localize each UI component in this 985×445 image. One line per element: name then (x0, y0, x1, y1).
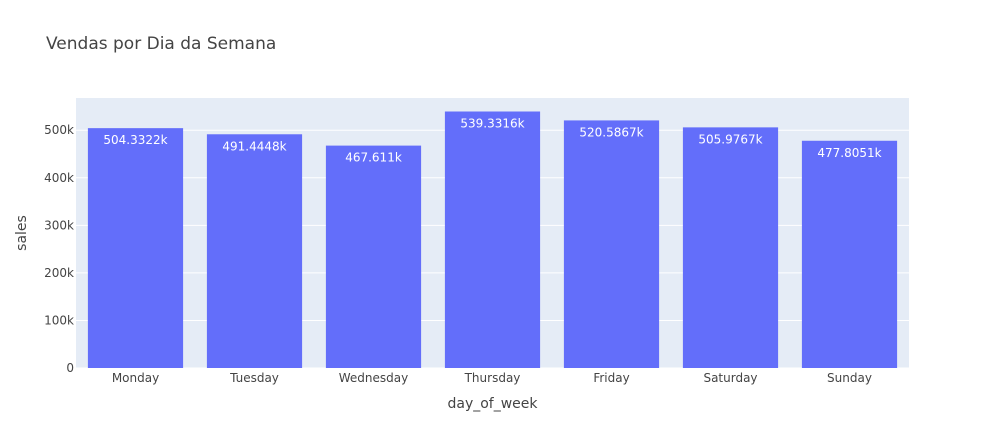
x-tick-label: Tuesday (229, 371, 279, 385)
x-tick-label: Wednesday (339, 371, 408, 385)
bar-value-label: 539.3316k (460, 117, 524, 131)
x-tick-label: Sunday (827, 371, 872, 385)
x-axis-ticks: Monday Tuesday Wednesday Thursday Friday Satu… (112, 371, 872, 385)
bar-value-label: 505.9767k (698, 132, 762, 146)
bar-value-label: 467.611k (345, 151, 402, 165)
y-axis-ticks: 0 100k 200k 300k 400k 500k (44, 123, 74, 375)
x-tick-label: Friday (593, 371, 629, 385)
y-tick-label: 100k (44, 313, 74, 327)
x-tick-label: Saturday (703, 371, 757, 385)
bar-tuesday[interactable] (206, 134, 303, 368)
bar-monday[interactable] (87, 128, 184, 368)
y-tick-label: 200k (44, 266, 74, 280)
x-axis-title: day_of_week (447, 396, 538, 412)
bar-thursday[interactable] (444, 111, 541, 369)
x-tick-label: Thursday (464, 371, 521, 385)
y-tick-label: 500k (44, 123, 74, 137)
y-tick-label: 300k (44, 218, 74, 232)
x-tick-label: Monday (112, 371, 159, 385)
y-tick-label: 0 (66, 361, 74, 375)
bar-labels: 504.3322k 491.4448k 467.611k 539.3316k 520.5… (103, 117, 881, 165)
chart-title: Vendas por Dia da Semana (46, 34, 276, 54)
bar-wednesday[interactable] (325, 145, 422, 368)
bar-sunday[interactable] (801, 140, 898, 368)
bar-saturday[interactable] (682, 127, 779, 368)
y-tick-label: 400k (44, 171, 74, 185)
bar-value-label: 491.4448k (222, 139, 286, 153)
bar-friday[interactable] (563, 120, 660, 368)
y-axis-title: sales (14, 215, 30, 251)
bar-value-label: 504.3322k (103, 133, 167, 147)
bar-value-label: 520.5867k (579, 125, 643, 139)
bar-value-label: 477.8051k (817, 146, 881, 160)
bars (87, 111, 898, 369)
